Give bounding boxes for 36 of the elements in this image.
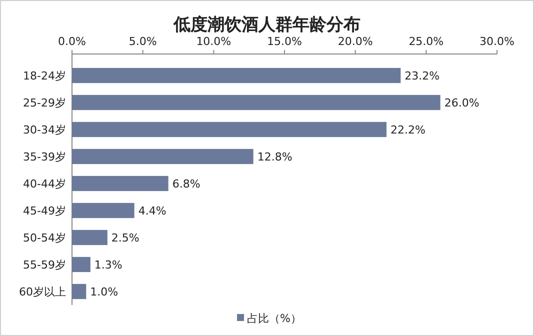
data-label: 1.3% bbox=[94, 258, 122, 272]
y-tick-label: 18-24岁 bbox=[23, 70, 66, 82]
x-tick-label: 30.0% bbox=[480, 35, 514, 48]
bar bbox=[72, 68, 401, 84]
data-label: 2.5% bbox=[111, 232, 140, 244]
y-tick-label: 60岁以上 bbox=[19, 286, 66, 298]
bar bbox=[72, 148, 254, 164]
x-tick-label: 5.0% bbox=[128, 35, 157, 48]
data-label: 1.0% bbox=[90, 286, 118, 298]
y-tick-label: 50-54岁 bbox=[23, 232, 66, 244]
data-label: 12.8% bbox=[257, 150, 292, 164]
y-tick-label: 40-44岁 bbox=[23, 178, 66, 190]
bar bbox=[72, 202, 134, 218]
x-tick-label: 10.0% bbox=[196, 35, 232, 48]
data-label: 22.2% bbox=[390, 124, 426, 136]
y-tick-label: 55-59岁 bbox=[23, 258, 66, 272]
data-label: 4.4% bbox=[138, 204, 166, 218]
bar bbox=[72, 230, 108, 246]
y-tick-label: 35-39岁 bbox=[23, 150, 66, 164]
legend-label: 占比（%） bbox=[247, 312, 302, 325]
bar bbox=[72, 122, 386, 138]
y-tick-label: 30-34岁 bbox=[23, 124, 66, 136]
data-label: 6.8% bbox=[172, 178, 200, 190]
bar bbox=[72, 256, 90, 272]
data-label: 23.2% bbox=[404, 70, 440, 82]
y-tick-label: 45-49岁 bbox=[23, 204, 66, 218]
bar bbox=[72, 176, 168, 192]
x-tick-label: 15.0% bbox=[267, 35, 302, 48]
x-tick-label: 25.0% bbox=[408, 35, 444, 48]
x-tick-label: 20.0% bbox=[338, 35, 373, 48]
bar bbox=[72, 284, 86, 300]
bar bbox=[72, 94, 440, 110]
x-tick-label: 0.0% bbox=[58, 35, 86, 48]
data-label: 26.0% bbox=[444, 96, 480, 110]
chart-title: 低度潮饮酒人群年龄分布 bbox=[172, 15, 360, 34]
y-tick-label: 25-29岁 bbox=[23, 96, 66, 110]
